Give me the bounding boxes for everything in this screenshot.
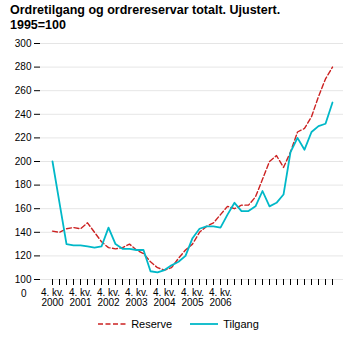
html-text:Reserve: Reserve: [131, 318, 173, 330]
svg-text:120: 120: [15, 250, 32, 261]
svg-text:160: 160: [15, 203, 32, 214]
svg-text:4. kv.2004: 4. kv.2004: [153, 287, 176, 308]
svg-text:260: 260: [15, 85, 32, 96]
html-text:1995=100: 1995=100: [10, 18, 66, 32]
html-text:Ordretilgang og ordrereservar: Ordretilgang og ordrereservar totalt. Uj…: [10, 3, 281, 17]
svg-text:0: 0: [21, 288, 27, 299]
svg-text:4. kv.2000: 4. kv.2000: [41, 287, 64, 308]
svg-text:4. kv.2002: 4. kv.2002: [97, 287, 120, 308]
svg-text:200: 200: [15, 156, 32, 167]
html-text:Tilgang: Tilgang: [223, 318, 259, 330]
svg-text:220: 220: [15, 132, 32, 143]
svg-text:4. kv.2001: 4. kv.2001: [69, 287, 92, 308]
svg-text:280: 280: [15, 61, 32, 72]
svg-text:240: 240: [15, 109, 32, 120]
svg-text:4. kv.2006: 4. kv.2006: [209, 287, 232, 308]
svg-text:140: 140: [15, 227, 32, 238]
svg-text:300: 300: [15, 38, 32, 49]
svg-text:180: 180: [15, 179, 32, 190]
svg-text:100: 100: [15, 274, 32, 285]
svg-text:4. kv.2005: 4. kv.2005: [181, 287, 204, 308]
svg-text:4. kv.2003: 4. kv.2003: [125, 287, 148, 308]
